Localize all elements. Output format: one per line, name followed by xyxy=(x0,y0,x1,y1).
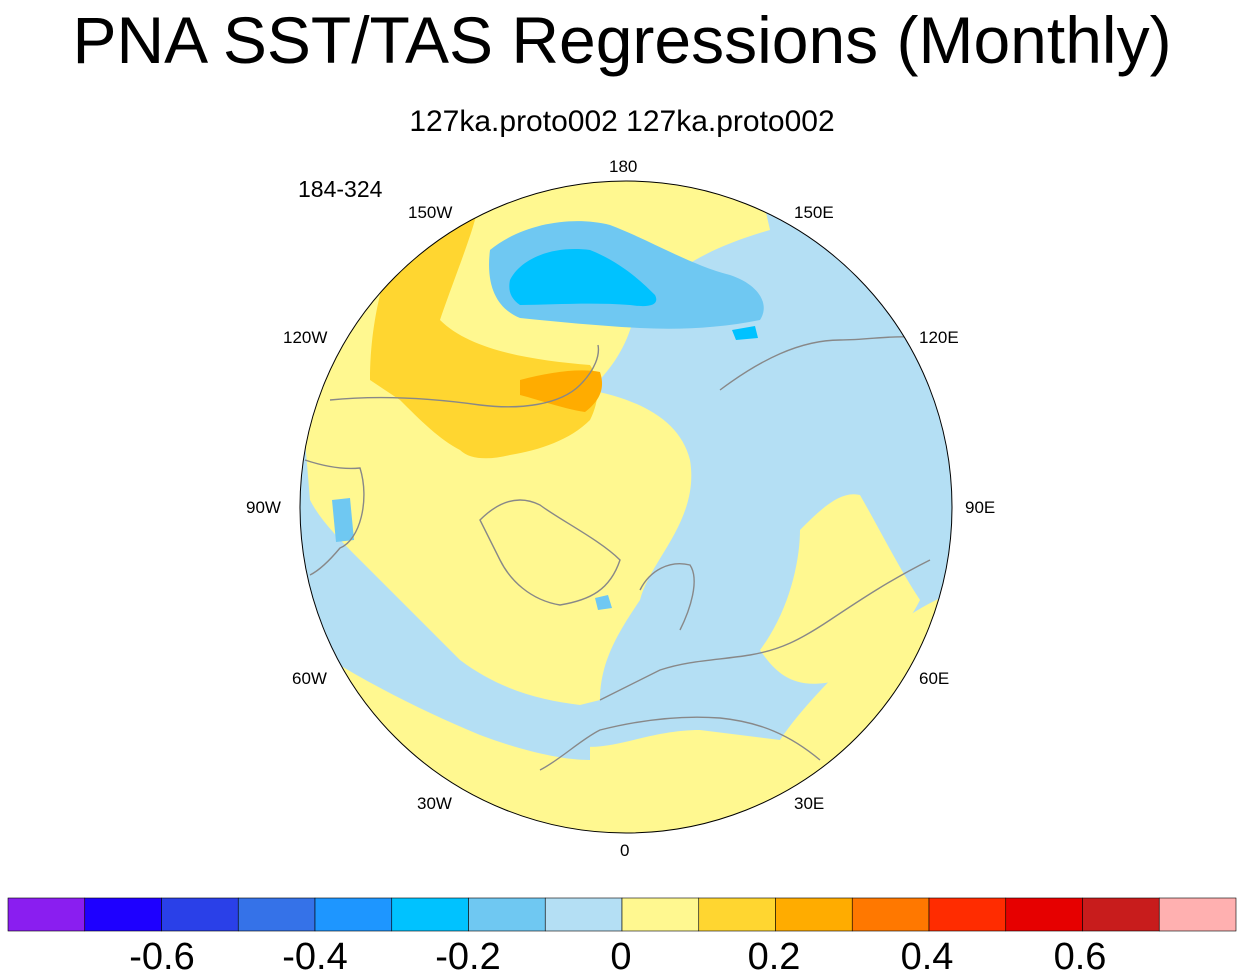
field-positive-strong-pacific xyxy=(520,370,603,412)
colorbar-box xyxy=(237,897,316,932)
colorbar-box xyxy=(391,897,469,932)
lon-label-150w: 150W xyxy=(408,203,453,222)
colorbar-box xyxy=(84,897,162,932)
lon-label-0: 0 xyxy=(620,841,630,860)
coast-hudson xyxy=(304,459,365,576)
colorbar-label: -0.2 xyxy=(435,936,501,978)
colorbar-box xyxy=(7,897,86,932)
coast-greenland xyxy=(479,499,621,606)
field-positive-asia xyxy=(760,494,920,684)
lon-label-30w: 30W xyxy=(417,794,452,813)
field-negative-spot-bering xyxy=(732,326,758,340)
lon-label-60w: 60W xyxy=(292,669,327,688)
year-range-label: 184-324 xyxy=(298,176,383,202)
colorbar-box xyxy=(775,897,853,932)
colorbar-box xyxy=(544,897,623,932)
field-negative-sea xyxy=(595,595,612,610)
colorbar-label: 0.6 xyxy=(1053,936,1107,978)
lon-label-120e: 120E xyxy=(919,328,959,347)
lon-label-150e: 150E xyxy=(794,203,834,222)
colorbar-label: -0.4 xyxy=(282,936,348,978)
coast-scandinavia xyxy=(639,563,695,631)
colorbar-box xyxy=(161,897,239,932)
colorbar xyxy=(7,897,1237,932)
colorbar-label: 0.4 xyxy=(900,936,954,978)
colorbar-box xyxy=(851,897,930,932)
colorbar-box xyxy=(1082,897,1160,932)
colorbar-box xyxy=(468,897,546,932)
colorbar-box xyxy=(928,897,1007,932)
lon-label-60e: 60E xyxy=(919,669,950,688)
lon-label-90e: 90E xyxy=(965,498,996,517)
lon-label-30e: 30E xyxy=(794,794,825,813)
field-negative-atlantic xyxy=(300,560,590,760)
lon-label-90w: 90W xyxy=(246,498,281,517)
map-field xyxy=(300,181,952,833)
colorbar-box xyxy=(1158,897,1237,932)
coast-eurasia xyxy=(599,559,931,701)
coast-mediterranean xyxy=(539,716,821,771)
plot-title: PNA SST/TAS Regressions (Monthly) xyxy=(72,3,1172,77)
field-negative-strong-pacific xyxy=(509,249,657,307)
colorbar-label: 0.2 xyxy=(747,936,801,978)
plot-subtitle: 127ka.proto002 127ka.proto002 xyxy=(409,105,835,138)
field-negative-hudson xyxy=(332,498,354,542)
colorbar-box xyxy=(314,897,393,932)
colorbar-box xyxy=(1005,897,1083,932)
colorbar-box xyxy=(698,897,776,932)
colorbar-box xyxy=(621,897,700,932)
map-boundary xyxy=(299,180,953,834)
colorbar-label: -0.6 xyxy=(129,936,195,978)
colorbar-label: 0 xyxy=(610,936,632,978)
lon-label-120w: 120W xyxy=(283,328,328,347)
coast-alaska xyxy=(329,344,600,408)
lon-label-180: 180 xyxy=(609,157,638,176)
